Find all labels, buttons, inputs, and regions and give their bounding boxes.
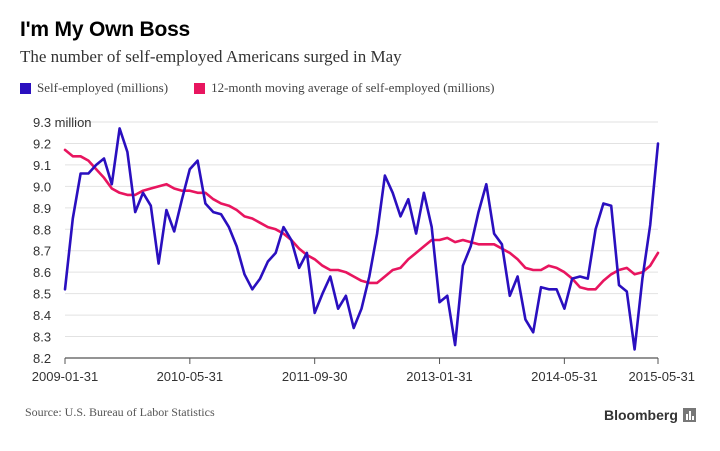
series-line-self-employed xyxy=(63,127,660,351)
bar-chart-icon xyxy=(682,408,696,422)
legend: Self-employed (millions) 12-month moving… xyxy=(20,80,494,96)
brand-name: Bloomberg xyxy=(604,407,678,423)
legend-item-self-employed: Self-employed (millions) xyxy=(20,80,168,96)
y-tick-label-0: 9.3 million xyxy=(33,115,92,130)
y-tick-label-11: 8.2 xyxy=(33,351,51,366)
y-tick-label-1: 9.2 xyxy=(33,136,51,151)
y-tick-label-7: 8.6 xyxy=(33,265,51,280)
y-tick-label-2: 9.1 xyxy=(33,158,51,173)
y-tick-label-3: 9.0 xyxy=(33,179,51,194)
chart-subtitle: The number of self-employed Americans su… xyxy=(20,47,402,66)
x-tick-label-5: 2015-05-31 xyxy=(629,369,696,384)
x-tick-label-1: 2010-05-31 xyxy=(157,369,224,384)
y-tick-label-8: 8.5 xyxy=(33,287,51,302)
x-tick-label-4: 2014-05-31 xyxy=(531,369,598,384)
x-tick-label-3: 2013-01-31 xyxy=(406,369,473,384)
brand-logo: Bloomberg xyxy=(604,407,696,423)
y-tick-label-5: 8.8 xyxy=(33,222,51,237)
y-tick-label-6: 8.7 xyxy=(33,244,51,259)
y-tick-label-9: 8.4 xyxy=(33,308,51,323)
y-tick-label-4: 8.9 xyxy=(33,201,51,216)
x-tick-label-2: 2011-09-30 xyxy=(282,369,348,384)
legend-swatch-moving-average xyxy=(194,82,206,94)
chart-title: I'm My Own Boss xyxy=(20,18,191,41)
line-chart: 9.3 million 9.2 9.1 9.0 8.9 8.8 8.7 8.6 8.5 8.4 8.… xyxy=(32,115,696,384)
legend-item-moving-average: 12-month moving average of self-employed… xyxy=(194,80,494,96)
series-line-moving-average xyxy=(63,148,660,291)
legend-label-self-employed: Self-employed (millions) xyxy=(37,80,169,95)
x-tick-label-0: 2009-01-31 xyxy=(32,369,99,384)
legend-swatch-self-employed xyxy=(20,82,31,94)
y-tick-label-10: 8.3 xyxy=(33,330,51,345)
legend-label-moving-average: 12-month moving average of self-employed… xyxy=(211,80,495,95)
source-note: Source: U.S. Bureau of Labor Statistics xyxy=(25,405,215,419)
